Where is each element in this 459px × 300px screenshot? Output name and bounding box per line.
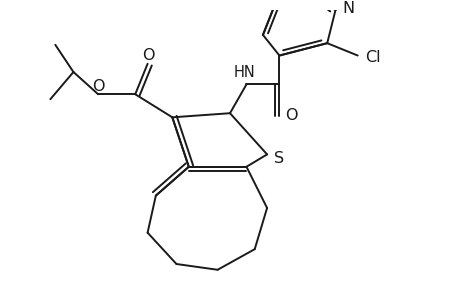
Text: HN: HN	[234, 65, 255, 80]
Text: Cl: Cl	[364, 50, 380, 65]
Text: O: O	[284, 108, 297, 123]
Text: N: N	[342, 1, 354, 16]
Text: S: S	[273, 151, 283, 166]
Text: O: O	[92, 79, 104, 94]
Text: O: O	[142, 48, 154, 63]
